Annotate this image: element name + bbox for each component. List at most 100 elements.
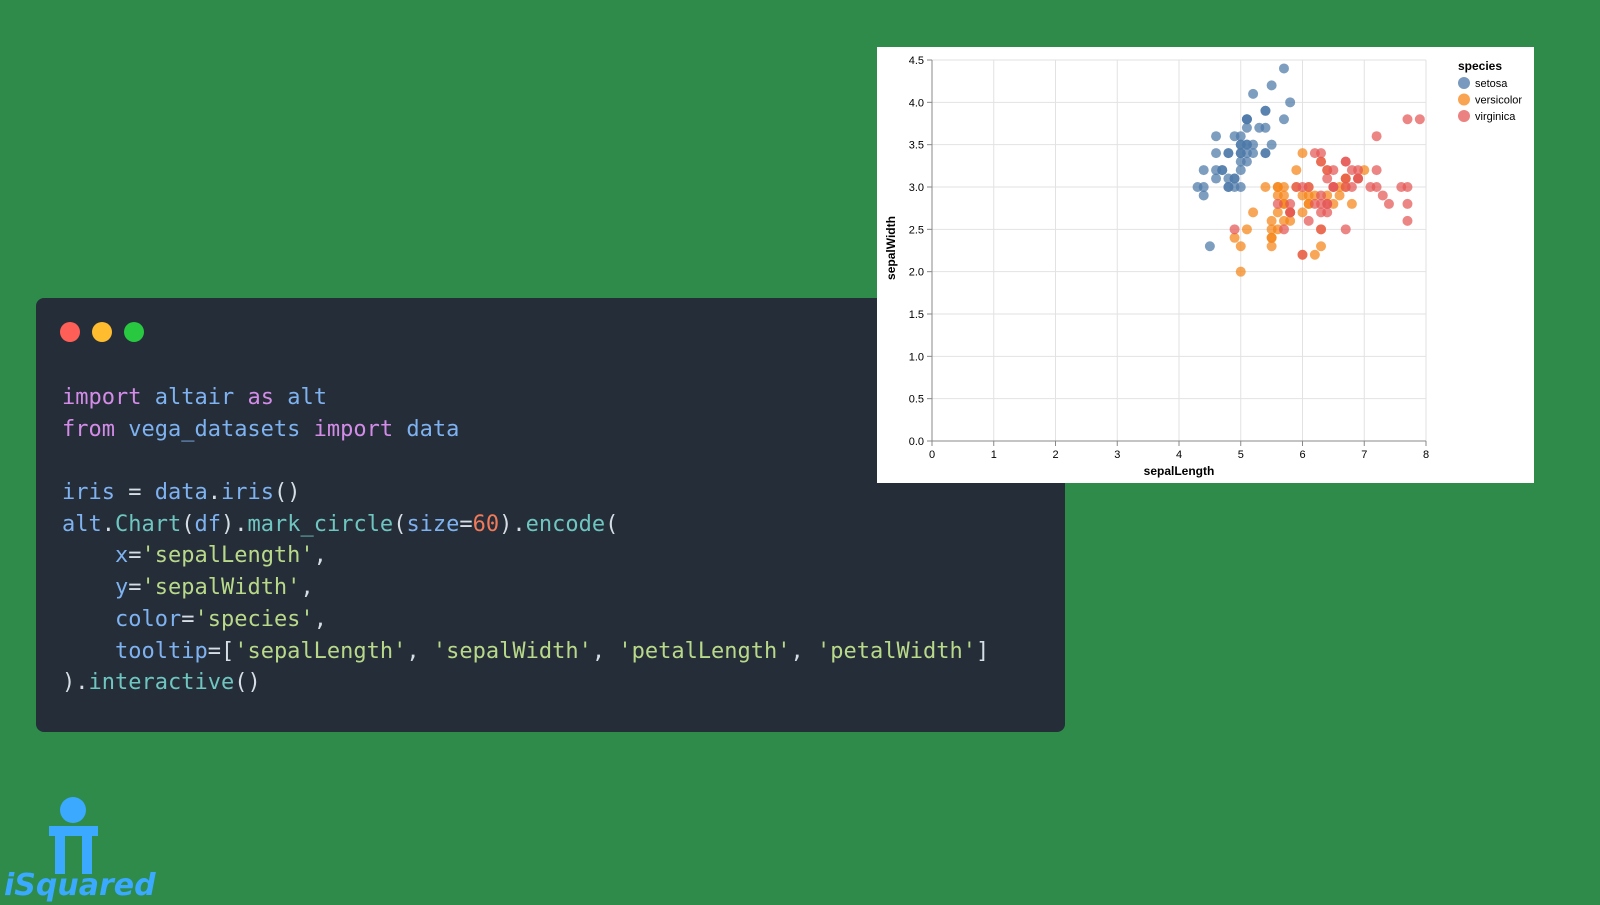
point-versicolor[interactable]	[1297, 148, 1308, 159]
code-token: y	[62, 575, 129, 601]
points	[1192, 63, 1425, 277]
point-virginica[interactable]	[1309, 148, 1320, 159]
point-versicolor[interactable]	[1266, 232, 1277, 243]
code-token: .	[207, 480, 221, 506]
point-versicolor[interactable]	[1291, 165, 1302, 176]
point-versicolor[interactable]	[1235, 266, 1246, 277]
point-virginica[interactable]	[1316, 190, 1327, 201]
code-token: x	[62, 543, 129, 569]
close-dot-icon[interactable]	[60, 322, 80, 342]
point-virginica[interactable]	[1377, 190, 1388, 201]
point-versicolor[interactable]	[1278, 182, 1289, 192]
point-setosa[interactable]	[1278, 114, 1289, 125]
point-virginica[interactable]	[1322, 173, 1333, 184]
point-virginica[interactable]	[1303, 215, 1314, 226]
point-virginica[interactable]	[1229, 224, 1240, 235]
point-setosa[interactable]	[1198, 190, 1209, 201]
point-virginica[interactable]	[1414, 114, 1425, 125]
point-virginica[interactable]	[1328, 182, 1339, 192]
point-setosa[interactable]	[1204, 241, 1215, 252]
code-token: altair	[141, 385, 248, 410]
point-virginica[interactable]	[1402, 182, 1413, 192]
point-versicolor[interactable]	[1229, 232, 1240, 243]
point-virginica[interactable]	[1316, 156, 1327, 167]
point-versicolor[interactable]	[1297, 207, 1308, 218]
point-setosa[interactable]	[1235, 182, 1246, 192]
code-token: 60	[472, 511, 500, 537]
legend-swatch-virginica	[1458, 110, 1470, 122]
point-setosa[interactable]	[1211, 148, 1222, 159]
minimize-dot-icon[interactable]	[92, 322, 112, 342]
point-virginica[interactable]	[1316, 207, 1327, 218]
point-setosa[interactable]	[1285, 97, 1296, 108]
point-virginica[interactable]	[1340, 173, 1351, 184]
point-setosa[interactable]	[1211, 173, 1222, 184]
point-setosa[interactable]	[1260, 105, 1271, 116]
point-versicolor[interactable]	[1334, 190, 1345, 201]
code-token: data	[154, 480, 208, 506]
point-versicolor[interactable]	[1278, 190, 1289, 201]
point-versicolor[interactable]	[1346, 198, 1357, 209]
point-virginica[interactable]	[1316, 224, 1327, 235]
point-virginica[interactable]	[1291, 182, 1302, 192]
point-versicolor[interactable]	[1260, 182, 1271, 192]
point-versicolor[interactable]	[1309, 249, 1320, 260]
code-block: import altair as alt from vega_datasets i…	[62, 382, 989, 699]
point-versicolor[interactable]	[1241, 224, 1252, 235]
point-virginica[interactable]	[1402, 114, 1413, 125]
maximize-dot-icon[interactable]	[124, 322, 144, 342]
point-setosa[interactable]	[1235, 156, 1246, 167]
point-setosa[interactable]	[1223, 182, 1234, 192]
point-virginica[interactable]	[1322, 165, 1333, 176]
point-setosa[interactable]	[1241, 114, 1252, 125]
point-virginica[interactable]	[1285, 198, 1296, 209]
code-token: ,	[406, 638, 433, 664]
point-virginica[interactable]	[1340, 224, 1351, 235]
point-versicolor[interactable]	[1285, 215, 1296, 226]
code-token: ).	[220, 511, 248, 537]
point-virginica[interactable]	[1346, 165, 1357, 176]
point-versicolor[interactable]	[1266, 224, 1277, 235]
point-setosa[interactable]	[1235, 165, 1246, 176]
point-virginica[interactable]	[1371, 165, 1382, 176]
point-setosa[interactable]	[1211, 165, 1222, 176]
point-setosa[interactable]	[1266, 80, 1277, 91]
point-setosa[interactable]	[1278, 63, 1289, 74]
point-setosa[interactable]	[1260, 148, 1271, 159]
point-virginica[interactable]	[1285, 207, 1296, 218]
point-setosa[interactable]	[1229, 131, 1240, 142]
point-versicolor[interactable]	[1297, 190, 1308, 201]
point-setosa[interactable]	[1198, 182, 1209, 192]
point-setosa[interactable]	[1223, 148, 1234, 159]
point-virginica[interactable]	[1353, 173, 1364, 184]
point-setosa[interactable]	[1248, 88, 1259, 99]
point-versicolor[interactable]	[1235, 241, 1246, 252]
point-setosa[interactable]	[1235, 139, 1246, 150]
point-setosa[interactable]	[1198, 165, 1209, 176]
point-setosa[interactable]	[1254, 122, 1265, 133]
point-virginica[interactable]	[1340, 182, 1351, 192]
point-virginica[interactable]	[1340, 156, 1351, 167]
point-virginica[interactable]	[1297, 249, 1308, 260]
point-virginica[interactable]	[1316, 198, 1327, 209]
point-virginica[interactable]	[1383, 198, 1394, 209]
point-versicolor[interactable]	[1272, 207, 1283, 218]
point-versicolor[interactable]	[1266, 241, 1277, 252]
isquared-logo: iSquared	[4, 796, 156, 903]
point-virginica[interactable]	[1278, 224, 1289, 235]
point-setosa[interactable]	[1241, 148, 1252, 159]
point-setosa[interactable]	[1266, 139, 1277, 150]
point-virginica[interactable]	[1402, 198, 1413, 209]
point-virginica[interactable]	[1272, 198, 1283, 209]
point-setosa[interactable]	[1248, 139, 1259, 150]
point-setosa[interactable]	[1229, 173, 1240, 184]
point-virginica[interactable]	[1371, 182, 1382, 192]
point-versicolor[interactable]	[1248, 207, 1259, 218]
point-setosa[interactable]	[1241, 122, 1252, 133]
point-versicolor[interactable]	[1316, 241, 1327, 252]
point-virginica[interactable]	[1402, 215, 1413, 226]
code-token: 'petalWidth'	[817, 638, 976, 664]
point-versicolor[interactable]	[1266, 215, 1277, 226]
point-virginica[interactable]	[1371, 131, 1382, 142]
point-setosa[interactable]	[1211, 131, 1222, 142]
